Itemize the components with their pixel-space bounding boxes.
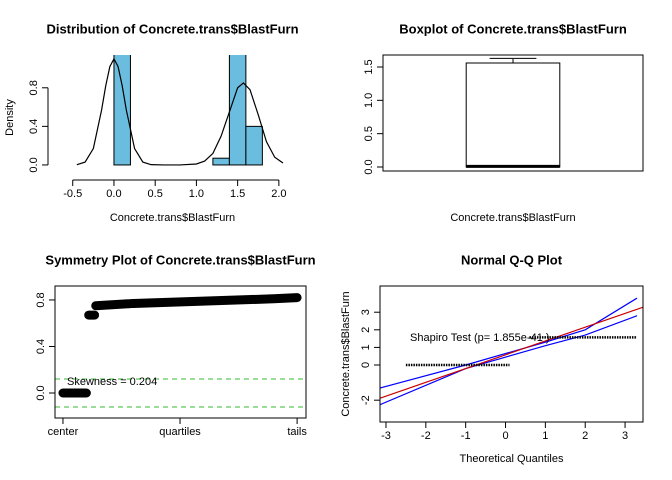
density-curve	[76, 57, 284, 166]
y-axis-label: Density	[4, 99, 16, 136]
x-axis-label: Theoretical Quantiles	[460, 453, 564, 465]
x-tick-label: center	[48, 426, 79, 438]
x-axis-label: Concrete.trans$BlastFurn	[450, 212, 575, 224]
y-tick-label: 0.8	[28, 80, 40, 95]
y-tick-label: 0.4	[35, 339, 47, 354]
points	[58, 293, 302, 398]
y-tick-label: 0.8	[35, 292, 47, 307]
y-tick-label: 2	[360, 327, 372, 333]
x-tick-label: 2	[582, 430, 588, 442]
x-tick-label: 1	[542, 430, 548, 442]
y-tick-label: 1.0	[363, 93, 375, 108]
x-tick-label: tails	[287, 426, 307, 438]
panel-title: Distribution of Concrete.trans$BlastFurn	[46, 21, 298, 36]
y-tick-label: 1.5	[363, 59, 375, 74]
histogram-bar	[113, 55, 131, 166]
plot-frame	[54, 285, 307, 419]
x-tick-label: -3	[381, 430, 391, 442]
y-tick-label: 0	[360, 362, 372, 368]
y-tick-label: 0.5	[363, 126, 375, 141]
panel-title: Symmetry Plot of Concrete.trans$BlastFur…	[45, 252, 315, 267]
y-tick-label: 0.4	[28, 119, 40, 134]
panel-title: Normal Q-Q Plot	[461, 252, 563, 267]
histogram-bar	[212, 157, 230, 166]
x-tick-label: 1.0	[189, 188, 204, 200]
x-tick-label: quartiles	[159, 426, 201, 438]
x-tick-label: 2.0	[271, 188, 286, 200]
plot-frame	[382, 54, 644, 172]
x-tick-label: 1.5	[230, 188, 245, 200]
y-tick-label: 0.0	[363, 159, 375, 174]
x-tick-label: 3	[622, 430, 628, 442]
panel-title: Boxplot of Concrete.trans$BlastFurn	[399, 21, 627, 36]
reference-line	[380, 315, 638, 406]
points	[405, 336, 638, 367]
x-tick-label: -2	[421, 430, 431, 442]
plot-frame	[379, 285, 644, 423]
y-tick-label: -2	[360, 395, 372, 405]
x-tick-label: 0	[502, 430, 508, 442]
histogram-bar	[228, 55, 247, 166]
annotation: Shapiro Test (p= 1.855e-41 )	[410, 332, 550, 344]
y-tick-label: 0.0	[35, 385, 47, 400]
x-tick-label: -1	[461, 430, 471, 442]
reference-line	[380, 297, 638, 389]
histogram-bar	[245, 125, 263, 166]
annotation: Skewness = 0.204	[67, 376, 157, 388]
x-tick-label: 0.0	[106, 188, 121, 200]
x-tick-label: 0.5	[148, 188, 163, 200]
x-tick-label: -0.5	[63, 188, 82, 200]
reference-line	[380, 306, 643, 399]
x-axis-label: Concrete.trans$BlastFurn	[110, 212, 235, 224]
y-tick-label: 0.0	[28, 157, 40, 172]
y-tick-label: 1	[360, 344, 372, 350]
y-tick-label: 3	[360, 309, 372, 315]
box	[465, 62, 561, 168]
y-axis-label: Concrete.trans$BlastFurn	[340, 291, 352, 416]
